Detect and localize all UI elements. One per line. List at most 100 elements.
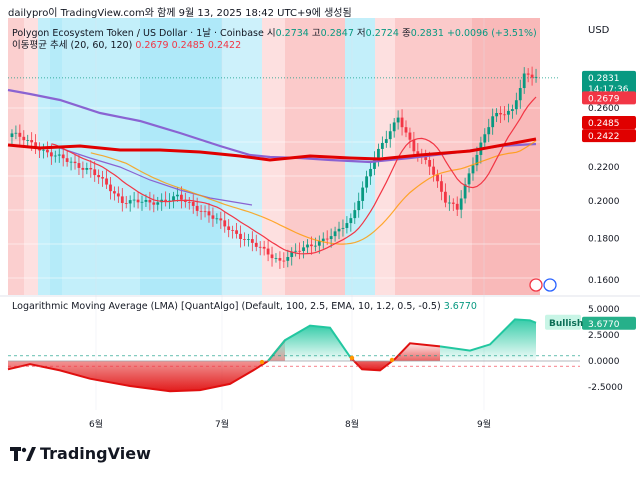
candle-body — [223, 220, 227, 227]
lma-value-tag-text: 3.6770 — [588, 320, 620, 330]
candle-body — [373, 159, 376, 169]
trend-band — [472, 18, 540, 295]
candle-body — [451, 202, 455, 204]
candle-body — [424, 155, 428, 160]
candle-body — [235, 230, 238, 234]
candle-body — [258, 246, 262, 248]
candle-body — [341, 227, 345, 229]
candle-body — [61, 154, 65, 159]
candle-body — [510, 109, 514, 111]
candle-body — [444, 191, 447, 203]
candle-body — [203, 211, 207, 213]
indicator-tick-label: 5.0000 — [588, 305, 620, 315]
trend-band — [8, 18, 24, 295]
candle-body — [176, 194, 179, 197]
candle-body — [428, 159, 432, 167]
trend-band — [140, 18, 222, 295]
ma-name[interactable]: 이동평균 추세 (20, 60, 120) — [12, 40, 133, 51]
candle-body — [408, 132, 412, 140]
ma60-tag — [582, 116, 636, 130]
close-value: 0.2831 — [410, 28, 444, 39]
candle-body — [128, 200, 132, 204]
candle-body — [534, 76, 538, 78]
candle-body — [475, 154, 479, 166]
candle-body — [136, 199, 140, 203]
candle-body — [191, 202, 195, 206]
date-tick-label: 6월 — [89, 418, 103, 430]
lma-bull-area — [268, 325, 350, 361]
candle-body — [180, 194, 183, 200]
bullish-label-text: Bullish — [549, 319, 583, 329]
candle-body — [69, 161, 73, 163]
candle-body — [380, 142, 384, 149]
candle-body — [211, 215, 215, 219]
candle-body — [22, 136, 26, 141]
ma60-tag-text: 0.2485 — [588, 119, 620, 129]
candle-body — [140, 201, 144, 203]
candle-body — [432, 166, 435, 175]
candle-body — [14, 132, 18, 134]
lma-line — [7, 339, 286, 393]
credit-line: dailypro이 TradingView.com와 함께 9월 13, 202… — [8, 8, 352, 19]
high-label: 고 — [311, 28, 321, 39]
candle-body — [447, 202, 451, 204]
candle-body — [266, 248, 270, 255]
candle-body — [306, 244, 309, 248]
event-flag-icon — [529, 278, 543, 292]
candle-body — [278, 258, 282, 261]
ma-short-line — [59, 147, 253, 206]
candle-body — [357, 200, 361, 211]
candle-body — [73, 161, 77, 164]
candle-body — [294, 250, 298, 252]
candle-body — [274, 258, 278, 259]
symbol-name[interactable]: Polygon Ecosystem Token / US Dollar · 1날… — [12, 28, 264, 39]
brand-name: TradingView — [40, 444, 151, 463]
candle-body — [187, 201, 191, 203]
change-value: +0.0096 (+3.51%) — [446, 28, 537, 39]
candle-body — [77, 163, 81, 168]
candle-body — [459, 198, 463, 210]
candle-body — [337, 228, 341, 232]
lma-bear-area — [8, 340, 285, 392]
candle-body — [152, 202, 156, 205]
candle-body — [124, 203, 128, 204]
indicator-legend: Logarithmic Moving Average (LMA) [QuantA… — [12, 301, 477, 312]
candle-body — [377, 148, 380, 160]
axes: 0.2600 0.2200 0.2000 0.1800 0.1600 5.0000 2.50… — [89, 104, 623, 430]
candle-body — [400, 117, 404, 128]
tradingview-logo-icon — [10, 446, 36, 461]
symbol-legend: Polygon Ecosystem Token / US Dollar · 1날… — [12, 25, 537, 39]
candle-body — [57, 154, 61, 156]
currency-label[interactable]: USD — [588, 25, 610, 36]
candle-body — [42, 149, 45, 151]
price-tick-label: 0.1600 — [588, 276, 620, 286]
low-label: 저 — [356, 28, 366, 39]
candle-body — [97, 175, 101, 178]
candle-body — [89, 168, 93, 170]
candle-body — [507, 110, 510, 115]
candle-body — [195, 205, 199, 211]
lma-cross-dot — [259, 359, 265, 365]
price-tick-label: 0.2600 — [588, 104, 620, 114]
lma-bull-area — [440, 319, 536, 361]
candle-body — [246, 239, 250, 240]
event-us-icon — [543, 278, 557, 292]
candle-body — [526, 73, 530, 75]
candle-body — [325, 238, 329, 240]
indicator-tick-label: 0.0000 — [588, 357, 620, 367]
candle-body — [120, 196, 124, 204]
candle-body — [93, 169, 97, 176]
candle-body — [215, 218, 219, 220]
indicator-name[interactable]: Logarithmic Moving Average (LMA) [QuantA… — [12, 301, 441, 312]
moving-average-lines — [7, 77, 560, 255]
candle-body — [440, 181, 443, 192]
last-price-tag-text: 0.2831 — [588, 74, 620, 84]
lma-line — [439, 318, 537, 352]
trend-band — [24, 18, 38, 295]
candle-body — [101, 177, 104, 179]
tradingview-logo[interactable]: TradingView — [10, 444, 151, 463]
candle-body — [243, 239, 246, 240]
candle-body — [65, 158, 69, 162]
candle-body — [353, 210, 357, 219]
